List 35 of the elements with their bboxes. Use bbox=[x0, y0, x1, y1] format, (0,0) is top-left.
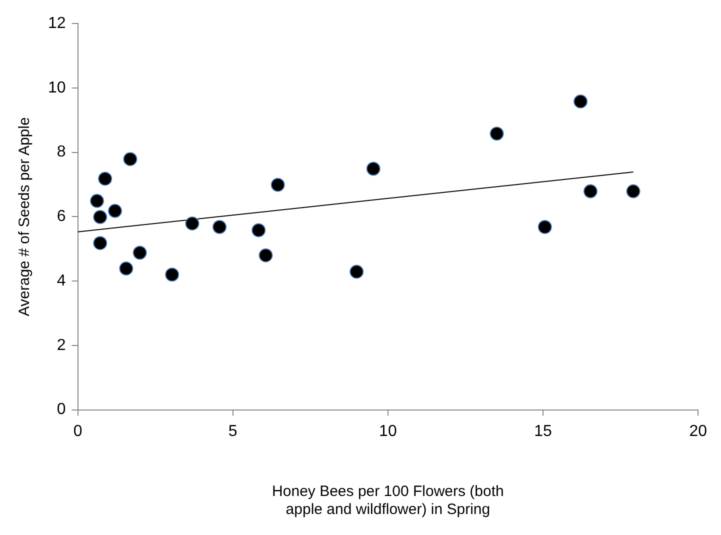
point bbox=[538, 220, 552, 234]
point bbox=[626, 184, 640, 198]
x-tick-label: 5 bbox=[228, 422, 238, 440]
point bbox=[252, 223, 266, 238]
x-tick-label: 20 bbox=[689, 422, 708, 440]
y-tick-label: 10 bbox=[48, 79, 66, 96]
x-tick-label: 0 bbox=[73, 422, 82, 440]
point bbox=[583, 184, 598, 198]
point bbox=[366, 162, 380, 176]
y-tick-label: 2 bbox=[56, 336, 66, 354]
point bbox=[123, 152, 138, 166]
x-tick-label: 10 bbox=[379, 422, 397, 440]
point bbox=[119, 262, 134, 276]
point bbox=[258, 248, 273, 262]
y-axis-title: Average # of Seeds per Apple bbox=[16, 117, 34, 316]
x-tick-label: 15 bbox=[534, 422, 552, 440]
y-tick-label: 8 bbox=[56, 144, 66, 161]
point bbox=[132, 246, 147, 260]
point bbox=[98, 172, 112, 186]
y-tick-label: 0 bbox=[56, 401, 66, 418]
y-tick-label: 12 bbox=[48, 15, 66, 32]
point bbox=[93, 210, 108, 224]
point bbox=[574, 94, 588, 108]
point bbox=[270, 178, 285, 192]
x-axis-title: Honey Bees per 100 Flowers (both apple and wildflower) in Spring bbox=[272, 483, 504, 518]
point bbox=[90, 194, 104, 208]
point bbox=[490, 126, 504, 141]
point bbox=[212, 220, 227, 234]
point bbox=[165, 268, 180, 282]
point bbox=[350, 264, 364, 279]
point bbox=[185, 216, 200, 230]
y-tick-label: 4 bbox=[56, 272, 66, 290]
point bbox=[108, 204, 122, 218]
point bbox=[93, 236, 108, 250]
y-tick-label: 6 bbox=[56, 208, 66, 226]
